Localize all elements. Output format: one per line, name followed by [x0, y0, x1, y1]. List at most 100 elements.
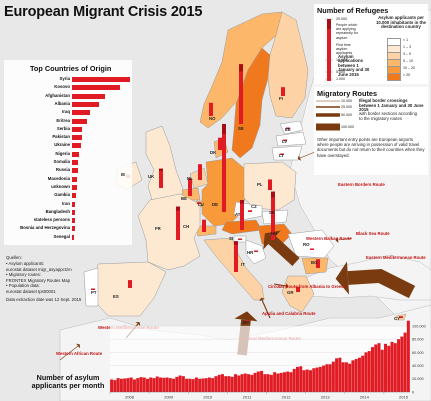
origin-bar	[72, 209, 76, 215]
legend-scale-5000: 5.000	[336, 70, 345, 74]
origin-label: Macedonia	[47, 175, 70, 181]
refugee-bar-bg	[316, 259, 320, 268]
refugee-bar-ee	[286, 127, 290, 129]
country-label-be: BE	[181, 196, 187, 201]
country-label-nl: NL	[187, 176, 193, 181]
refugee-bar-es	[128, 280, 132, 288]
country-fr	[137, 193, 201, 271]
country-label-hu: HU	[271, 231, 278, 236]
origin-label: Bosnia and Herzegovina	[20, 225, 70, 231]
sources-heading: Quellen:	[6, 255, 23, 260]
origin-label: Bangladesh	[45, 208, 70, 214]
route-label-western-balkan: Western Balkan Route	[306, 236, 352, 241]
origin-bar	[72, 135, 82, 141]
country-label-lv: LV	[282, 139, 288, 144]
density-label: 5 – 10	[403, 59, 413, 63]
refugee-bar-uk	[159, 168, 163, 188]
origin-bar	[72, 143, 81, 149]
origin-label: Russia	[55, 167, 70, 173]
origin-row: Albania	[8, 101, 132, 108]
refugee-bar-repeat-de	[222, 124, 226, 134]
route-label-western-mediterranean: Western Mediterranean Route	[98, 325, 159, 330]
origin-bar	[72, 218, 75, 224]
country-label-lt: LT	[279, 153, 284, 158]
origin-row: Ukraine	[8, 142, 132, 149]
origin-bar	[72, 168, 78, 174]
country-label-mt: MT	[243, 320, 250, 325]
origin-row: Nigeria	[8, 151, 132, 158]
route-circular	[273, 283, 287, 287]
route-legend-controls: with border sections according to the mi…	[359, 111, 418, 121]
route-arrowhead-western-mediterranean	[135, 322, 141, 326]
country-label-ie: IE	[121, 172, 126, 177]
country-bg	[301, 257, 329, 275]
refugee-bar-de	[222, 124, 226, 212]
route-arrowhead-apulia-calabria	[259, 297, 265, 302]
refugee-bar-cz	[248, 210, 252, 212]
country-pt	[83, 267, 99, 307]
source-line: eurostat dataset tps00001	[6, 289, 56, 294]
origins-title: Top Countries of Origin	[30, 64, 112, 73]
refugee-bar-pt	[91, 288, 95, 290]
origin-row: stateless persons	[8, 217, 132, 224]
route-arrowhead-western-african	[76, 343, 80, 349]
legend-scale-25000: 25.000	[336, 17, 347, 21]
origin-bar	[72, 126, 83, 132]
country-lt	[271, 145, 303, 161]
origin-row: Gambia	[8, 192, 132, 199]
country-label-ch: CH	[183, 224, 190, 229]
route-value-100000: 100.000	[341, 125, 354, 129]
route-western-balkan	[268, 236, 300, 266]
country-label-de: DE	[212, 202, 218, 207]
route-arrowhead-eastern-mediterranean	[335, 261, 350, 295]
origin-row: Bosnia and Herzegovina	[8, 225, 132, 232]
origin-bar	[72, 234, 75, 240]
origin-label: Iran	[62, 200, 70, 206]
source-line: • Asylum applicants:	[6, 261, 45, 266]
refugee-bar-fi	[281, 87, 285, 96]
country-label-cz: CZ	[251, 204, 257, 209]
refugee-bar-hu	[271, 191, 275, 240]
origin-bar	[72, 193, 77, 199]
origin-row: Senegal	[8, 234, 132, 241]
legend-scale-10000: 10.000	[336, 58, 347, 62]
density-label: 1 – 3	[403, 45, 411, 49]
origin-label: Afghanistan	[45, 92, 70, 98]
origin-bar	[72, 151, 79, 157]
origin-row: Iraq	[8, 109, 132, 116]
route-label-western-african: Western African Route	[56, 351, 103, 356]
origin-label: Ukraine	[54, 142, 70, 148]
refugee-bar-cy	[399, 316, 403, 318]
density-swatch	[387, 73, 401, 81]
density-label: 3 – 5	[403, 52, 411, 56]
route-label-eastern-borders: Eastern Borders Route	[338, 182, 385, 187]
route-arrowhead-circular	[285, 283, 289, 289]
routes-legend-swatches	[316, 100, 340, 131]
origin-label: Kosovo	[54, 84, 70, 90]
source-line: • Migratory routes:	[6, 272, 41, 278]
origin-row: Kosovo	[8, 84, 132, 91]
country-label-fi: FI	[279, 96, 283, 101]
source-line: eurostat dataset migr_asyappctzm	[6, 266, 72, 272]
origin-label: Senegal	[53, 233, 70, 239]
routes-legend-panel	[314, 87, 428, 175]
density-legend: < 1 1 – 3 3 – 5 5 – 10 10 – 20 > 20	[387, 38, 427, 82]
origin-label: Pakistan	[52, 134, 70, 140]
route-label-central-mediterranean: Central Mediterranean Route	[242, 336, 301, 341]
country-ro	[287, 229, 335, 259]
country-label-bg: BG	[311, 260, 318, 265]
origin-label: stateless persons	[33, 217, 70, 223]
origin-row: Macedonia	[8, 176, 132, 183]
refugee-bar-repeat-fr	[176, 206, 180, 211]
origin-row: Afghanistan	[8, 93, 132, 100]
routes-legend-title: Migratory Routes	[317, 89, 378, 98]
origin-row: Iran	[8, 201, 132, 208]
refugee-bar-lv	[283, 139, 287, 141]
country-label-se: SE	[238, 126, 244, 131]
country-label-ro: RO	[303, 242, 310, 247]
origin-bar	[72, 110, 90, 116]
legend-bar-first	[327, 29, 331, 81]
refugee-bar-lt	[280, 153, 284, 155]
origin-row: Eritrea	[8, 118, 132, 125]
